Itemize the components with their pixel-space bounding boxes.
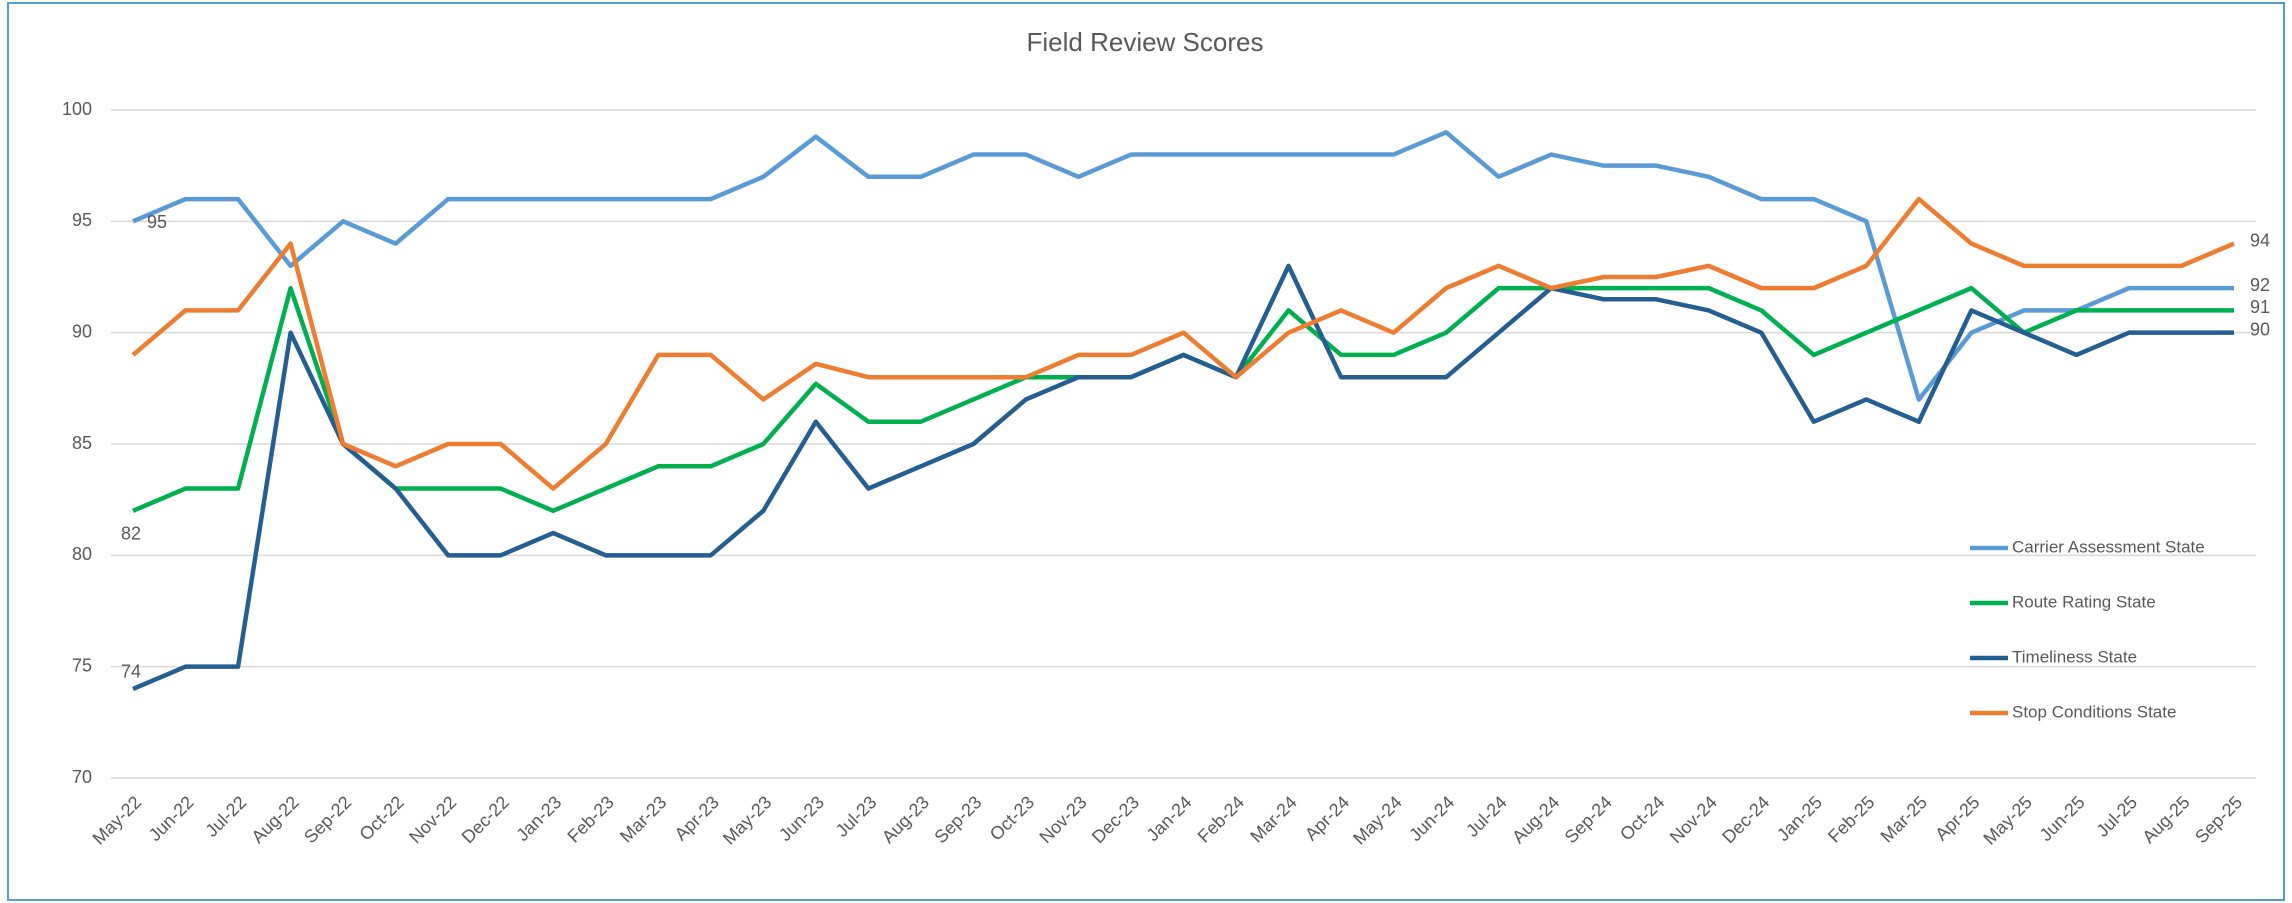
y-tick-label: 95 (72, 210, 92, 230)
data-label: 90 (2250, 319, 2270, 339)
legend-label: Stop Conditions State (2012, 702, 2176, 721)
series-line (132, 130, 2234, 402)
data-label: 91 (2250, 297, 2270, 317)
legend-label: Carrier Assessment State (2012, 537, 2205, 556)
y-tick-label: 85 (72, 433, 92, 453)
y-tick-label: 70 (72, 767, 92, 787)
y-tick-label: 100 (62, 99, 92, 119)
y-tick-label: 80 (72, 544, 92, 564)
data-label: 92 (2250, 275, 2270, 295)
data-label: 74 (121, 662, 141, 682)
legend-label: Timeliness State (2012, 647, 2137, 666)
series-line (132, 263, 2234, 692)
data-label: 95 (147, 212, 167, 232)
y-tick-label: 90 (72, 321, 92, 341)
series-line (131, 196, 2235, 491)
y-tick-label: 75 (72, 655, 92, 675)
legend-label: Route Rating State (2012, 592, 2156, 611)
data-label: 94 (2250, 230, 2270, 250)
data-label: 82 (121, 524, 141, 544)
chart-title: Field Review Scores (1027, 27, 1264, 57)
